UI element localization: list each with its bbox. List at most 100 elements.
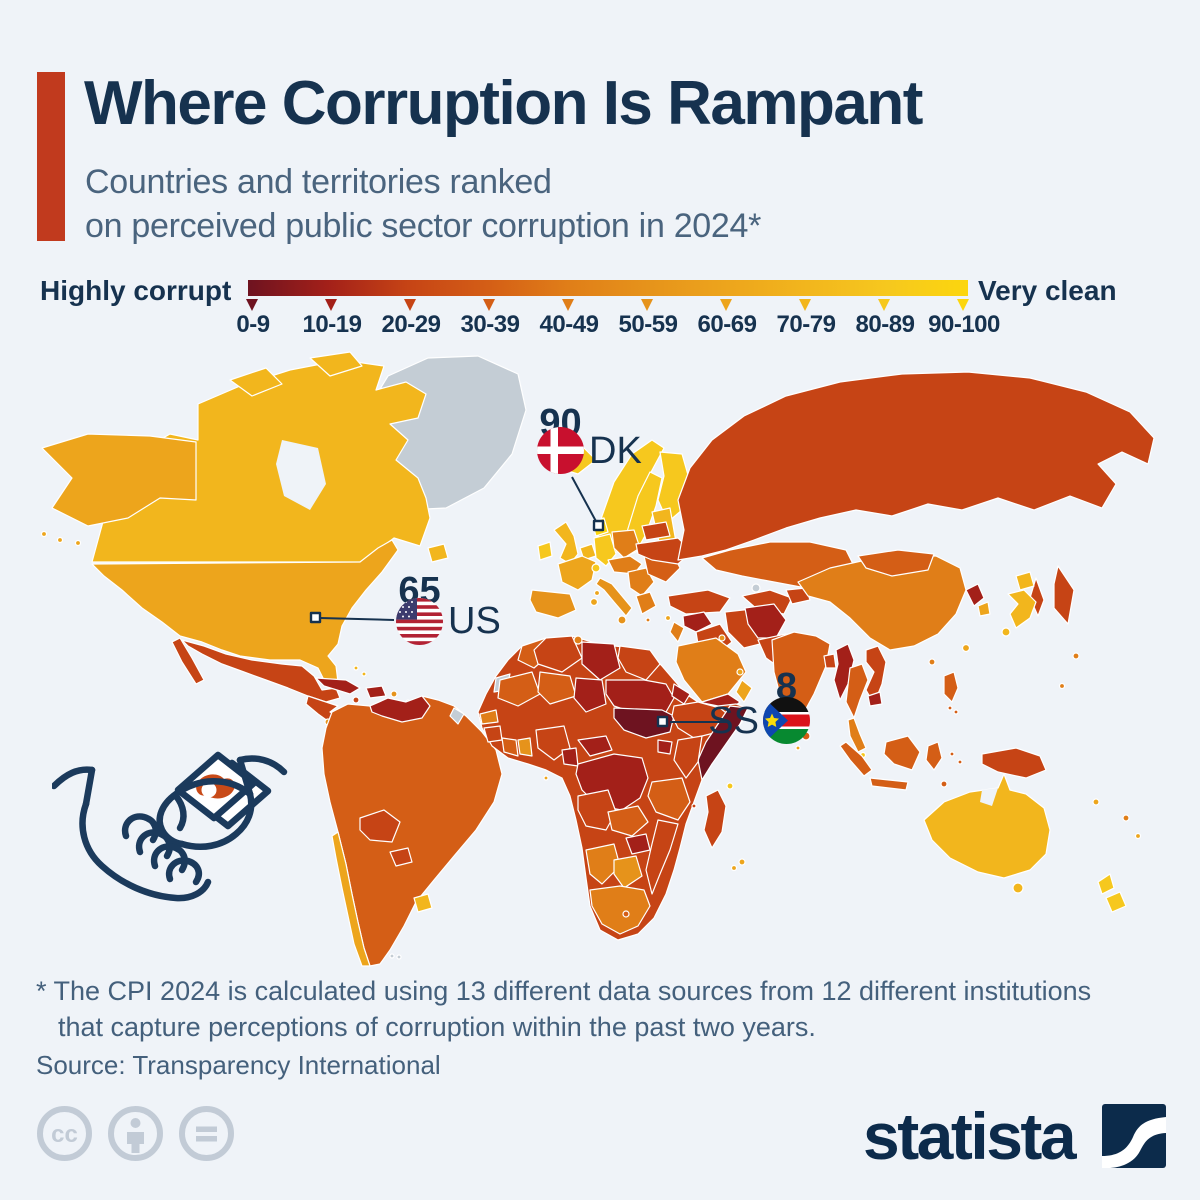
region-hispaniola [365,685,387,699]
legend-tick-label: 50-59 [618,311,678,338]
region-north-korea [965,583,985,607]
region-south-sudan [613,707,675,739]
region-uk [553,521,579,565]
legend-tick-icon [878,299,890,311]
region-somalia [697,705,749,781]
accent-bar [37,72,65,241]
us-flag-icon [396,598,443,645]
legend-tick-label: 40-49 [539,311,599,338]
legend-tick-label: 10-19 [302,311,362,338]
region-turkey [667,589,731,615]
region-iberia [529,589,577,619]
region-myanmar [833,643,855,701]
legend-tick-label: 90-100 [928,311,1000,338]
region-thailand [845,663,869,719]
cc-by-icon [108,1106,163,1161]
region-sumatra [839,741,873,777]
region-uruguay [413,893,433,913]
region-kamchatka [1053,565,1075,625]
svg-text:cc: cc [51,1121,78,1148]
legend-label-very-clean: Very clean [978,275,1117,306]
region-zambia [607,805,649,837]
region-new-guinea [981,747,1047,779]
legend-tick-icon [483,299,495,311]
region-mongolia [857,549,935,577]
legend-tick-icon [641,299,653,311]
legend-tick-icon [562,299,574,311]
ss-marker [656,715,669,728]
region-venezuela [369,695,431,723]
subtitle-line-1: Countries and territories ranked [85,163,552,201]
region-poland [611,529,641,559]
statista-logo-mark [1102,1104,1166,1168]
legend-tick-icon [325,299,337,311]
page-title: Where Corruption Is Rampant [84,69,923,138]
us-marker [309,611,322,624]
dk-leader-line [571,476,599,526]
us-label: US [448,600,501,642]
region-java [869,777,909,791]
legend-tick-icon [404,299,416,311]
region-japan [1015,571,1035,591]
region-libya [581,641,621,681]
cc-icon: cc [37,1106,92,1161]
region-greece [635,591,657,615]
region-niger [537,671,577,705]
legend-tick-icon [799,299,811,311]
legend-tick-label: 20-29 [381,311,441,338]
legend-tick-label: 30-39 [460,311,520,338]
subtitle-line-2: on perceived public sector corruption in… [85,207,762,245]
region-chad [573,677,607,713]
region-south-america [321,695,503,967]
legend-tick-label: 0-9 [236,311,270,338]
region-mexico [181,639,341,703]
region-france [557,555,597,591]
legend-tick-label: 60-69 [697,311,757,338]
region-alaska [41,433,197,527]
region-bolivia [359,809,401,843]
south-sudan-flag-icon [763,697,810,744]
legend-label-highly-corrupt: Highly corrupt [40,275,232,306]
region-algeria [533,635,583,673]
legend-tick-icon [720,299,732,311]
legend-tick-icon [957,299,969,311]
cc-nd-icon [179,1106,234,1161]
legend-gradient-bar [248,280,968,296]
dk-label: DK [589,430,642,472]
region-south-korea [977,601,991,617]
footnote-line-2: that capture perceptions of corruption w… [58,1012,816,1042]
ss-label: SS [708,700,759,742]
license-icons: cc [36,1105,235,1162]
region-ireland [537,541,553,561]
legend-tick-label: 80-89 [855,311,915,338]
ss-score: 8 [775,666,798,708]
region-baja [171,637,205,685]
region-canada [91,359,431,563]
handshake-bribe-icon [52,751,288,902]
region-mali [497,671,541,707]
page-subtitle: Countries and territories ranked on perc… [85,160,761,248]
dk-marker [592,519,605,532]
region-borneo [883,735,921,771]
region-angola [577,789,617,831]
region-syria [682,611,713,633]
region-new-zealand [1097,873,1115,895]
denmark-flag-icon [537,427,584,474]
region-tanzania [647,777,691,821]
region-balkans [627,567,655,597]
region-madagascar [703,789,727,849]
us-leader-line [319,617,395,621]
region-arctic-islands [229,367,283,397]
region-russia [677,371,1155,561]
region-cuba [315,677,361,695]
statista-logo-text: statista [863,1099,1077,1173]
footnote-line-1: * The CPI 2024 is calculated using 13 di… [36,976,1092,1006]
region-mozambique [645,819,679,895]
world-map [40,351,1155,967]
region-namibia [585,843,621,885]
legend-tick-icon [246,299,258,311]
legend-tick-label: 70-79 [776,311,836,338]
region-belarus [641,521,671,541]
source-text: Source: Transparency International [36,1050,441,1080]
